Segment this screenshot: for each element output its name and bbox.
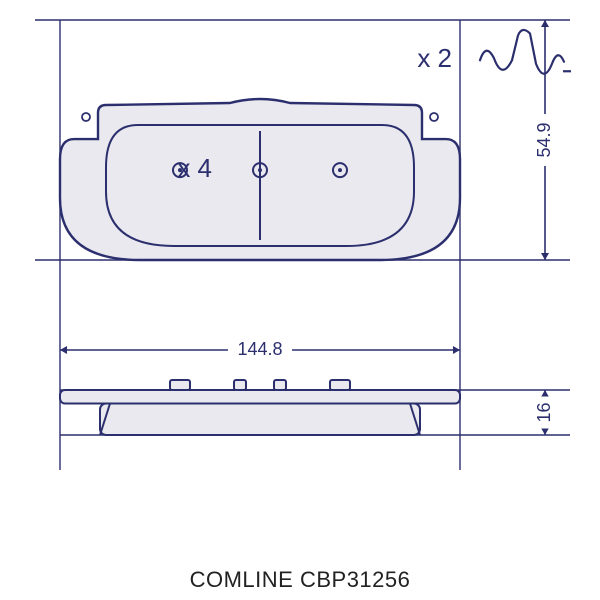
clip-icon	[480, 30, 571, 74]
diagram-stage: cifamx 2x 4144.854.916	[0, 0, 600, 600]
brake-pad-front	[60, 99, 460, 260]
svg-text:54.9: 54.9	[534, 122, 554, 157]
svg-text:x 4: x 4	[177, 153, 212, 183]
svg-text:144.8: 144.8	[237, 339, 282, 359]
product-caption: COMLINE CBP31256	[0, 560, 600, 600]
caption-text: COMLINE CBP31256	[190, 567, 411, 593]
svg-text:16: 16	[534, 402, 554, 422]
svg-text:x 2: x 2	[417, 43, 452, 73]
brake-pad-side	[60, 380, 460, 435]
